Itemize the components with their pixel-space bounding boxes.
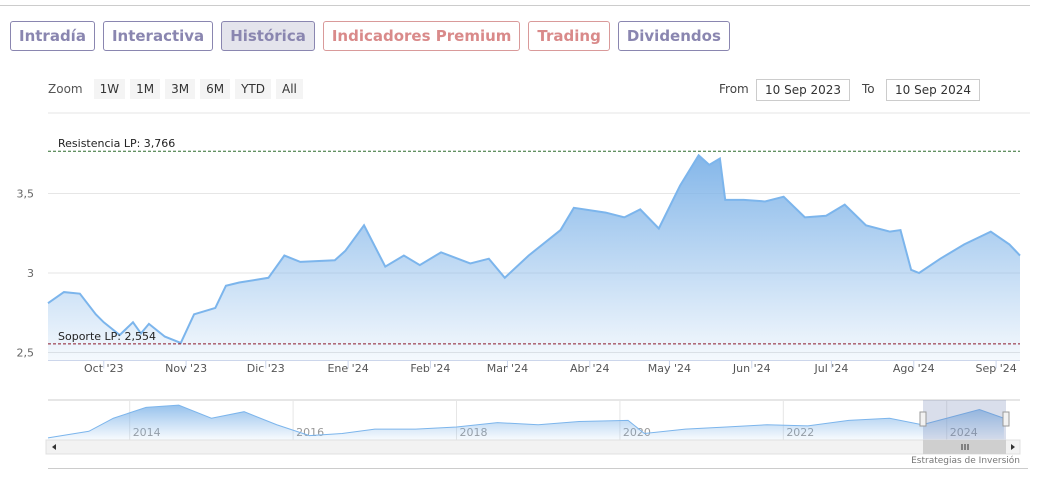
navigator-line (47, 404, 1005, 439)
y-tick-label: 2,5 (17, 347, 35, 360)
x-tick-label: Nov '23 (165, 362, 207, 375)
credit-label[interactable]: Estrategias de Inversión (911, 456, 1020, 466)
x-tick-label: Jun '24 (732, 362, 771, 375)
navigator-left-handle[interactable] (919, 411, 927, 427)
x-tick-label: Abr '24 (570, 362, 610, 375)
to-date-input[interactable]: 10 Sep 2024 (886, 79, 981, 101)
y-tick-label: 3,5 (17, 188, 35, 201)
resistance-label: Resistencia LP: 3,766 (58, 137, 175, 150)
zoom-1m-button[interactable]: 1M (130, 79, 161, 99)
tab-hist-rica[interactable]: Histórica (221, 21, 315, 51)
zoom-1w-button[interactable]: 1W (93, 79, 126, 99)
from-date-input[interactable]: 10 Sep 2023 (756, 79, 851, 101)
tab-dividendos[interactable]: Dividendos (617, 21, 730, 51)
scroll-left-arrow-icon[interactable] (52, 444, 56, 450)
support-label: Soporte LP: 2,554 (58, 330, 156, 343)
navigator-right-handle[interactable] (1002, 411, 1010, 427)
price-area (48, 155, 1020, 361)
view-tabs: Intradía Interactiva Histórica Indicadores … (10, 21, 730, 51)
from-label: From (719, 82, 749, 96)
navigator-selection (923, 400, 1006, 440)
zoom-ytd-button[interactable]: YTD (235, 79, 271, 99)
navigator-area (48, 405, 1004, 440)
to-label: To (862, 82, 875, 96)
x-tick-label: Sep '24 (975, 362, 1016, 375)
zoom-label: Zoom (48, 82, 83, 96)
x-tick-label: Jul '24 (814, 362, 849, 375)
x-tick-label: Oct '23 (84, 362, 124, 375)
zoom-3m-button[interactable]: 3M (165, 79, 196, 99)
scrollbar-grip-icon (961, 444, 969, 450)
x-tick-label: Feb '24 (410, 362, 450, 375)
tab-indicadores-premium[interactable]: Indicadores Premium (322, 21, 521, 51)
top-divider (0, 5, 1030, 6)
x-tick-label: Dic '23 (247, 362, 285, 375)
bottom-divider (48, 468, 1028, 469)
tab-trading[interactable]: Trading (528, 21, 610, 51)
zoom-selector: Zoom 1W 1M 3M 6M YTD All (48, 79, 303, 99)
x-tick-label: May '24 (648, 362, 691, 375)
price-line (47, 153, 1021, 345)
scrollbar-track[interactable] (45, 439, 1021, 455)
scroll-right-arrow-icon[interactable] (1011, 444, 1015, 450)
tab-interactiva[interactable]: Interactiva (102, 21, 214, 51)
tab-intrad-a[interactable]: Intradía (10, 21, 95, 51)
x-tick-label: Ene '24 (327, 362, 368, 375)
zoom-all-button[interactable]: All (276, 79, 303, 99)
x-tick-label: Ago '24 (893, 362, 935, 375)
zoom-6m-button[interactable]: 6M (200, 79, 231, 99)
y-tick-label: 3 (27, 267, 34, 280)
x-tick-label: Mar '24 (487, 362, 528, 375)
